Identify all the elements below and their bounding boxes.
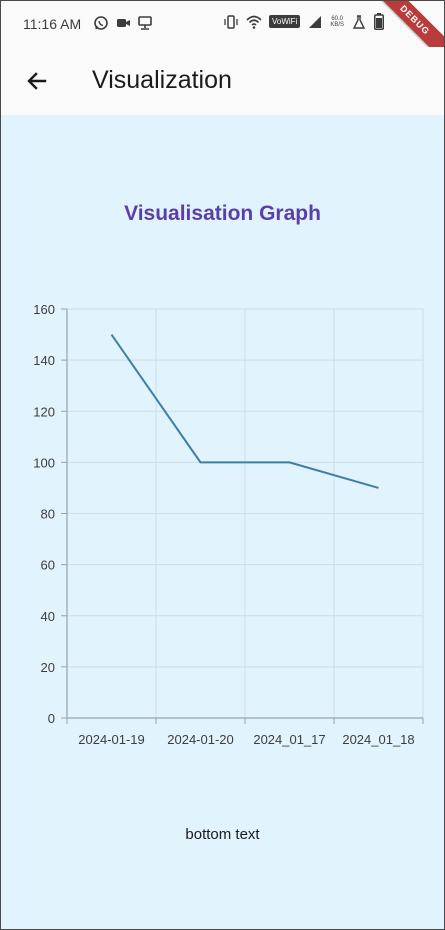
y-tick-label: 160 (33, 302, 55, 317)
arrow-left-icon (25, 69, 49, 93)
vibrate-icon (223, 14, 239, 30)
flask-icon (351, 14, 367, 30)
network-badge: VoWiFi (269, 15, 300, 28)
status-time: 11:16 AM (23, 16, 81, 32)
y-tick-label: 40 (41, 609, 55, 624)
x-tick-label: 2024-01-20 (167, 732, 234, 747)
y-tick-label: 20 (41, 660, 55, 675)
x-tick-label: 2024_01_18 (342, 732, 414, 747)
signal-icon (307, 14, 323, 30)
back-button[interactable] (21, 67, 53, 95)
wifi-icon (246, 14, 262, 30)
notification-icons (93, 15, 153, 31)
speed-unit: KB/S (330, 22, 344, 28)
app-bar: Visualization (1, 47, 444, 115)
status-bar: 11:16 AM (1, 1, 444, 47)
line-chart: 0 20 40 60 80 100 120 140 160 2024-01-19 2024-01-2… (1, 291, 444, 761)
graph-title: Visualisation Graph (1, 202, 444, 226)
y-tick-label: 0 (48, 711, 55, 726)
y-tick-label: 60 (41, 558, 55, 573)
y-tick-label: 80 (41, 507, 55, 522)
speed-value: 60.0 (330, 16, 344, 22)
network-speed: 60.0 KB/S (330, 16, 344, 28)
system-status-icons: VoWiFi 60.0 KB/S (223, 13, 384, 30)
app-bar-title: Visualization (92, 66, 232, 95)
video-camera-icon (115, 15, 131, 31)
battery-icon (374, 13, 384, 30)
y-tick-label: 140 (33, 353, 55, 368)
bottom-text: bottom text (1, 826, 444, 843)
whatsapp-icon (93, 15, 109, 31)
x-tick-label: 2024-01-19 (78, 732, 145, 747)
y-tick-label: 100 (33, 455, 55, 470)
cast-screen-icon (137, 15, 153, 31)
x-tick-label: 2024_01_17 (253, 732, 325, 747)
y-tick-label: 120 (33, 404, 55, 419)
